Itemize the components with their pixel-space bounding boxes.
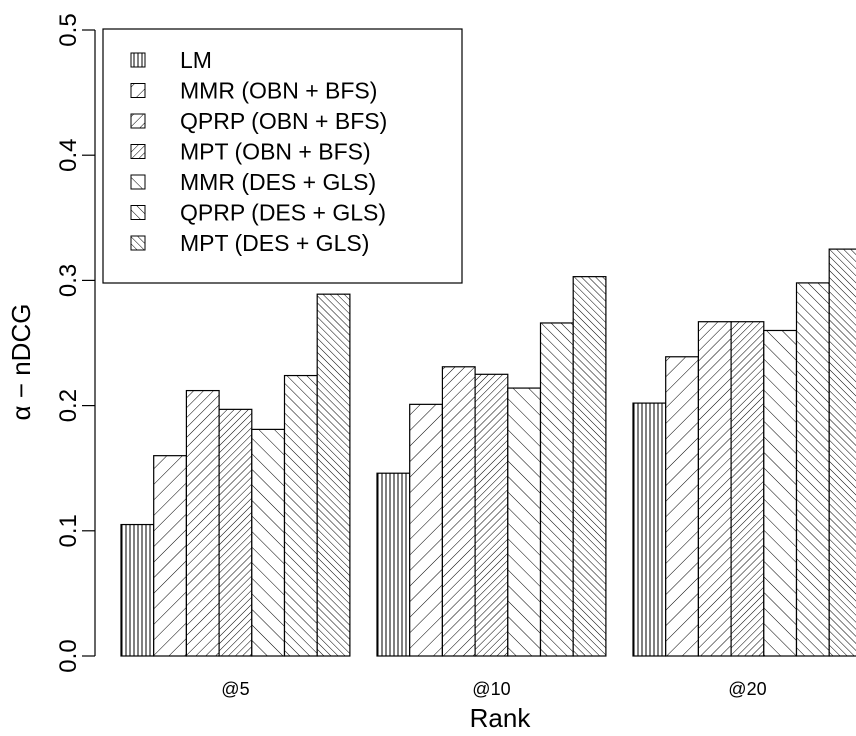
bar (539, 322, 574, 657)
y-tick-label: 0.4 (55, 139, 82, 172)
bar (316, 293, 351, 657)
bar (665, 356, 700, 657)
bar (185, 389, 220, 657)
legend-swatch (130, 205, 146, 220)
legend-box (102, 28, 463, 284)
legend-label: MMR (DES + GLS) (180, 169, 376, 195)
x-tick-label: @10 (472, 679, 510, 699)
x-axis-tick-labels: @5 @10 @20 (221, 679, 766, 699)
y-tick-label: 0.1 (55, 514, 82, 547)
y-tick-label: 0.3 (55, 264, 82, 297)
y-axis-title: α − nDCG (6, 304, 36, 421)
legend-swatch (130, 52, 146, 68)
y-axis: 0.0 0.1 0.2 0.3 0.4 0.5 (55, 13, 96, 673)
bar (218, 408, 253, 657)
y-tick-label: 0.5 (55, 13, 82, 46)
legend-swatch (130, 235, 146, 251)
bar (153, 455, 187, 657)
x-tick-label: @20 (728, 679, 766, 699)
bar (632, 402, 667, 657)
bar (409, 403, 444, 657)
legend-swatch (130, 144, 146, 159)
bar (251, 428, 286, 657)
legend-label: QPRP (DES + GLS) (180, 200, 386, 226)
bar (441, 366, 476, 657)
legend-label: MPT (OBN + BFS) (180, 139, 371, 165)
legend-label: LM (180, 47, 212, 73)
legend-label: QPRP (OBN + BFS) (180, 108, 387, 134)
bar (730, 321, 765, 657)
bar (697, 321, 732, 657)
legend-swatch (130, 174, 146, 190)
bar (763, 329, 798, 657)
y-tick-label: 0.0 (55, 639, 82, 672)
bar (795, 282, 830, 657)
bar (572, 276, 607, 657)
bar (828, 248, 856, 657)
legend-swatch (130, 113, 146, 129)
bar (507, 387, 542, 657)
bar (120, 523, 155, 657)
bar (283, 374, 318, 657)
legend: LM MMR (OBN + BFS) QPRP (OBN + BFS) MPT (OB… (102, 28, 463, 284)
bar (376, 472, 411, 657)
x-tick-label: @5 (221, 679, 249, 699)
bars-group (120, 248, 856, 657)
legend-swatch (130, 83, 146, 98)
y-tick-label: 0.2 (55, 389, 82, 422)
bar (474, 373, 509, 657)
legend-label: MPT (DES + GLS) (180, 230, 369, 256)
x-axis-title: Rank (470, 703, 532, 733)
legend-label: MMR (OBN + BFS) (180, 78, 377, 104)
